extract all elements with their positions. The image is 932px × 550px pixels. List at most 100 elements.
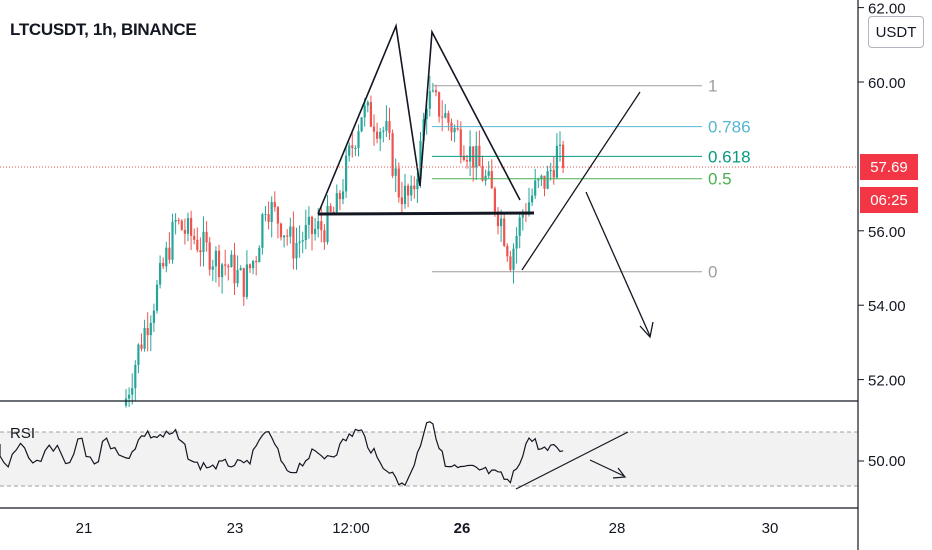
price-axis[interactable]: 62.00 60.00 56.00 54.00 52.00	[858, 1, 906, 390]
candle-body	[248, 264, 252, 269]
candle-body	[366, 102, 369, 106]
candle-body	[233, 254, 236, 284]
candle-body	[425, 108, 428, 120]
candle-body	[320, 221, 323, 231]
candle-body	[279, 223, 283, 238]
candle-body	[552, 170, 555, 178]
candle-body	[456, 128, 459, 130]
candle-body	[500, 218, 503, 227]
candle-body	[465, 159, 469, 162]
candle-body	[165, 247, 168, 267]
candle-body	[292, 226, 295, 259]
x-tick-label: 26	[454, 520, 471, 537]
rsi-band	[0, 432, 858, 486]
candle-body	[527, 202, 531, 215]
candle-body	[224, 264, 227, 266]
time-axis[interactable]: 21 23 12:00 26 28 30	[76, 520, 779, 537]
candle-body	[236, 270, 239, 284]
candle-body	[190, 218, 193, 236]
candle-body	[549, 170, 552, 172]
candle-body	[211, 266, 214, 270]
candle-body	[124, 398, 128, 406]
candle-body	[496, 211, 500, 227]
candle-body	[301, 240, 304, 242]
chart-title: LTCUSDT, 1h, BINANCE	[10, 20, 197, 39]
candle-body	[341, 191, 345, 200]
candle-body	[323, 230, 326, 243]
down-arrow-line	[585, 191, 651, 337]
candle-body	[534, 180, 537, 196]
y-tick-label: 60.00	[868, 75, 906, 92]
candle-body	[379, 131, 382, 139]
candle-body	[214, 250, 217, 267]
candle-body	[252, 260, 255, 269]
candle-body	[286, 235, 289, 237]
rsi-axis-label: 50.00	[868, 453, 906, 470]
candle-body	[317, 221, 320, 229]
candle-body	[171, 221, 174, 260]
candle-body	[128, 394, 131, 399]
candle-body	[413, 185, 416, 190]
candle-body	[478, 145, 481, 166]
candle-body	[273, 201, 276, 208]
candle-body	[180, 220, 183, 230]
candle-body	[168, 247, 171, 260]
candle-body	[469, 146, 472, 162]
x-tick-label: 30	[762, 520, 779, 537]
y-tick-label: 54.00	[868, 298, 906, 315]
rsi-line	[0, 421, 564, 487]
candle-body	[245, 264, 248, 297]
candle-body	[162, 262, 165, 267]
candle-body	[394, 168, 397, 176]
candle-body	[217, 250, 221, 278]
candle-body	[255, 260, 258, 263]
candle-body	[385, 121, 388, 131]
candle-body	[196, 239, 199, 251]
candle-body	[351, 145, 354, 149]
candle-body	[345, 155, 348, 192]
candle-body	[270, 201, 273, 222]
candle-body	[295, 242, 298, 259]
candle-body	[369, 102, 372, 127]
candle-body	[388, 121, 391, 134]
candle-body	[431, 90, 434, 92]
candle-body	[348, 145, 351, 156]
candle-body	[159, 262, 162, 285]
candle-body	[419, 140, 422, 179]
candle-body	[438, 92, 441, 117]
candle-body	[376, 131, 379, 139]
candle-body	[506, 245, 509, 257]
candle-body	[332, 211, 335, 213]
candle-body	[326, 206, 329, 243]
candle-body	[310, 216, 314, 235]
candle-body	[134, 364, 137, 389]
fib-level-label: 0.5	[708, 170, 732, 189]
candle-body	[441, 116, 444, 118]
double-top-pattern	[317, 23, 535, 216]
candle-body	[338, 193, 341, 200]
fibonacci-retracement: 1 0.786 0.618 0.5 0	[432, 77, 751, 282]
y-tick-label: 56.00	[868, 224, 906, 241]
candle-body	[267, 214, 270, 222]
x-tick-label: 28	[609, 520, 626, 537]
y-tick-label: 62.00	[868, 1, 906, 18]
candle-body	[221, 264, 224, 278]
candle-body	[174, 219, 177, 222]
candle-body	[515, 235, 518, 249]
candlestick-series	[124, 75, 565, 408]
candle-body	[518, 217, 521, 236]
candle-body	[453, 128, 456, 133]
candle-body	[546, 171, 549, 189]
candle-body	[202, 231, 205, 253]
candle-body	[400, 197, 403, 205]
candle-body	[459, 129, 462, 156]
candle-body	[137, 344, 140, 365]
fib-level-label: 0.618	[708, 147, 751, 166]
candle-body	[382, 130, 385, 132]
candle-body	[540, 175, 543, 180]
candle-body	[447, 113, 450, 123]
candle-body	[329, 206, 332, 212]
currency-button[interactable]: USDT	[868, 16, 924, 48]
candle-body	[258, 247, 261, 263]
